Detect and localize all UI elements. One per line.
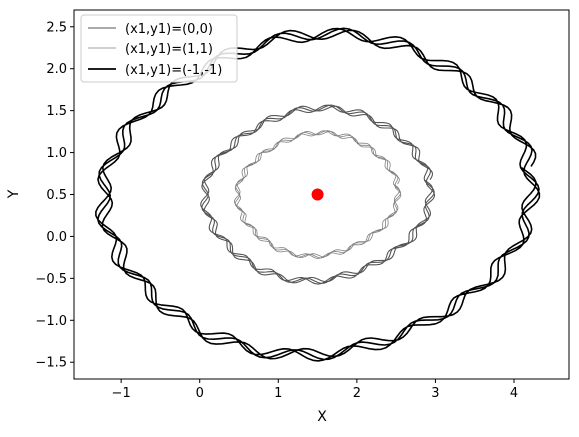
y-tick-layer: −1.5 −1.0 −0.5 0.0 0.5 1.0 1.5 2.0 2.5	[35, 20, 74, 371]
y-tick-label: 2.5	[46, 20, 67, 35]
x-tick-label: 2	[353, 386, 361, 401]
y-tick-label: 0.0	[46, 230, 67, 245]
x-tick-label: 0	[196, 386, 204, 401]
y-tick-label: 1.5	[46, 104, 67, 119]
y-tick-label: −1.0	[35, 314, 67, 329]
point-layer	[311, 188, 324, 201]
y-tick-label: 2.0	[46, 62, 67, 77]
series-line-1	[200, 104, 436, 285]
x-tick-label: 4	[510, 386, 518, 401]
series-line-3	[95, 27, 541, 362]
legend-label-series-1: (x1,y1)=(0,0)	[125, 22, 213, 37]
legend-box	[80, 14, 238, 83]
y-axis-label: Y	[6, 189, 22, 199]
series-layer	[95, 27, 541, 362]
x-tick-label: 1	[274, 386, 282, 401]
y-tick-label: 1.0	[46, 146, 67, 161]
x-tick-layer: −1 0 1 2 3 4	[112, 379, 518, 401]
x-tick-label: −1	[112, 386, 131, 401]
y-tick-label: 0.5	[46, 188, 67, 203]
x-axis-label: X	[317, 409, 327, 425]
legend-label-series-3: (x1,y1)=(-1,-1)	[125, 63, 222, 78]
y-tick-label: −1.5	[35, 356, 67, 371]
x-tick-label: 3	[431, 386, 439, 401]
y-tick-label: −0.5	[35, 272, 67, 287]
center-point-marker	[311, 188, 324, 201]
legend-label-series-2: (x1,y1)=(1,1)	[125, 42, 213, 57]
series-line-2	[233, 130, 402, 259]
legend: (x1,y1)=(0,0) (x1,y1)=(1,1) (x1,y1)=(-1,…	[80, 14, 238, 83]
